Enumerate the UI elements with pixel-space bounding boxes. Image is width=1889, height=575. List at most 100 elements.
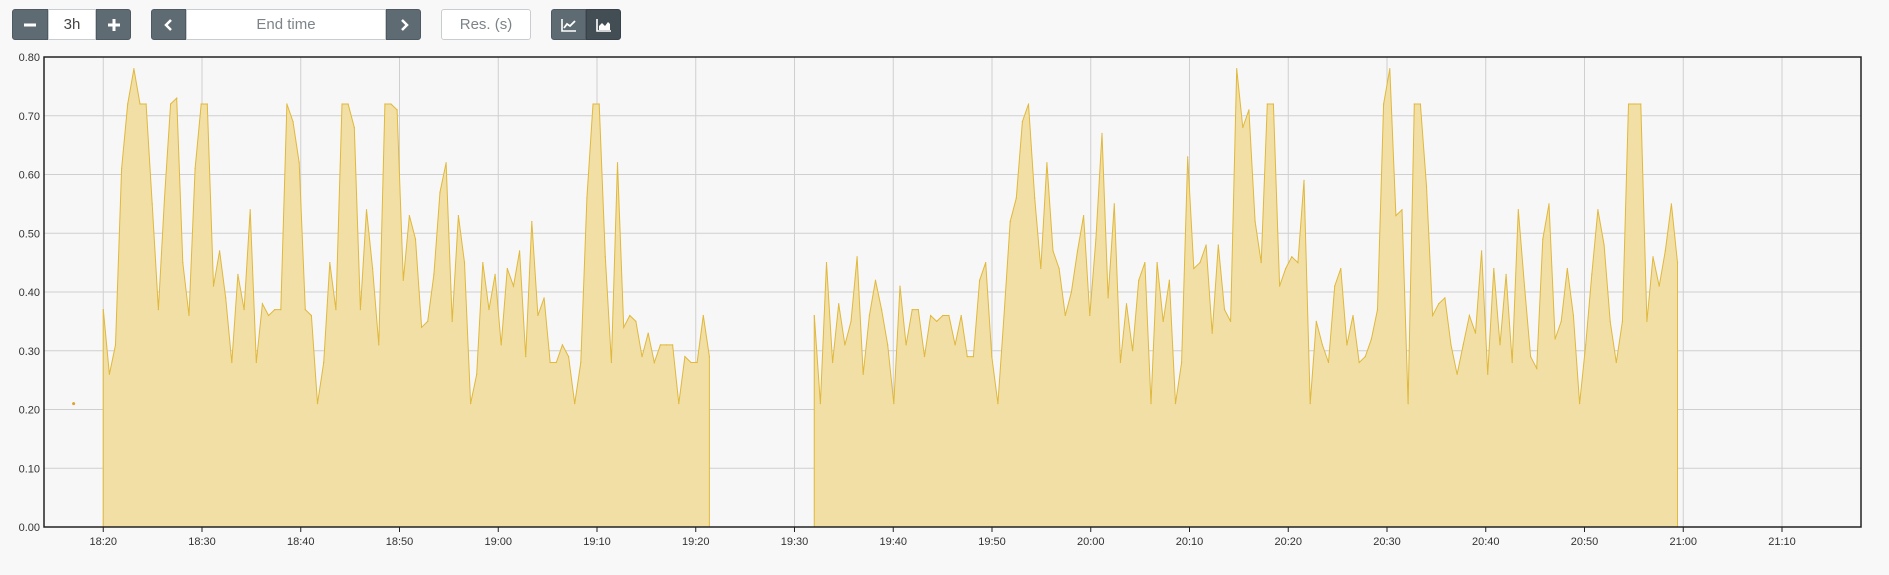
data-point: [200, 103, 202, 105]
data-point: [1364, 356, 1366, 358]
area-chart-icon: [595, 18, 612, 32]
y-tick-label: 0.80: [19, 52, 40, 64]
data-point: [359, 309, 361, 311]
data-point: [543, 297, 545, 299]
data-point: [942, 314, 944, 317]
data-point: [1572, 314, 1575, 317]
data-point: [1254, 220, 1256, 223]
data-point: [1205, 244, 1207, 246]
x-tick-label: 20:30: [1373, 536, 1401, 548]
data-point: [929, 314, 932, 317]
line-chart-icon: [560, 18, 577, 32]
data-point: [1615, 361, 1617, 364]
data-point: [249, 209, 251, 211]
data-point: [911, 309, 913, 311]
data-point: [353, 126, 355, 129]
data-point: [1217, 244, 1219, 246]
data-point: [476, 373, 478, 375]
data-point: [978, 279, 981, 281]
y-tick-label: 0.20: [19, 405, 40, 417]
data-point: [237, 273, 239, 275]
data-point: [531, 220, 533, 223]
stacked-mode-button[interactable]: [586, 9, 621, 40]
data-point: [433, 273, 435, 275]
data-point: [1168, 279, 1170, 281]
y-tick-label: 0.40: [19, 287, 40, 299]
data-point: [1291, 256, 1293, 258]
data-point: [151, 203, 153, 205]
x-tick-label: 20:00: [1077, 536, 1105, 548]
data-point: [494, 273, 496, 275]
data-point: [298, 162, 300, 164]
y-tick-label: 0.30: [19, 346, 40, 358]
data-point: [145, 103, 147, 105]
data-point: [1199, 262, 1201, 264]
range-input[interactable]: 3h: [48, 9, 96, 40]
data-point: [1487, 373, 1489, 375]
data-point: [188, 314, 190, 317]
end-time-input[interactable]: End time: [186, 9, 386, 40]
data-point: [1132, 350, 1134, 352]
data-point: [525, 356, 527, 358]
data-point: [1101, 132, 1103, 134]
data-point: [231, 361, 233, 364]
data-point: [972, 356, 975, 358]
data-point: [997, 403, 999, 405]
data-point: [1327, 361, 1330, 364]
data-point: [1370, 338, 1372, 340]
line-mode-button[interactable]: [551, 9, 586, 40]
resolution-input[interactable]: Res. (s): [441, 9, 531, 40]
data-point: [512, 285, 515, 287]
data-point: [893, 403, 895, 405]
data-point: [1401, 209, 1403, 211]
previous-time-button[interactable]: [151, 9, 186, 40]
data-point: [1352, 314, 1354, 317]
data-point: [825, 262, 828, 264]
data-point: [1529, 356, 1532, 358]
resolution-placeholder: Res. (s): [459, 16, 513, 33]
x-tick-label: 18:50: [386, 536, 414, 548]
data-point: [1334, 285, 1336, 287]
data-point: [844, 344, 846, 346]
data-point: [1272, 103, 1275, 105]
data-point: [1591, 273, 1593, 275]
data-point: [1285, 267, 1287, 270]
data-point: [1015, 197, 1017, 199]
isolated-data-point: [72, 402, 76, 406]
data-point: [549, 361, 551, 364]
data-point: [954, 344, 956, 346]
x-tick-label: 21:00: [1669, 536, 1697, 548]
data-point: [1664, 250, 1666, 252]
data-point: [684, 356, 686, 358]
data-point: [176, 97, 178, 99]
data-point: [1438, 303, 1440, 305]
data-point: [316, 403, 319, 405]
data-point: [1321, 344, 1324, 346]
data-point: [1297, 262, 1299, 264]
data-point: [1585, 344, 1587, 346]
data-point: [653, 361, 655, 364]
x-tick-label: 21:10: [1768, 536, 1796, 548]
data-point: [960, 314, 962, 317]
x-tick-label: 19:20: [682, 536, 710, 548]
data-point: [923, 356, 926, 358]
data-point: [1138, 279, 1140, 281]
data-point: [1309, 403, 1311, 405]
data-point: [604, 256, 606, 258]
data-point: [598, 103, 600, 105]
data-point: [610, 361, 613, 364]
data-point: [905, 344, 907, 346]
next-time-button[interactable]: [386, 9, 421, 40]
x-tick-label: 18:40: [287, 536, 315, 548]
data-point: [261, 303, 264, 305]
increase-range-button[interactable]: [96, 9, 131, 40]
data-point: [1236, 68, 1238, 70]
data-point: [899, 285, 901, 287]
data-point: [1462, 344, 1464, 346]
chevron-left-icon: [163, 18, 175, 32]
data-point: [1260, 262, 1262, 264]
decrease-range-button[interactable]: [12, 9, 48, 40]
data-point: [1432, 314, 1434, 317]
y-tick-label: 0.10: [19, 463, 40, 475]
data-point: [488, 309, 490, 311]
